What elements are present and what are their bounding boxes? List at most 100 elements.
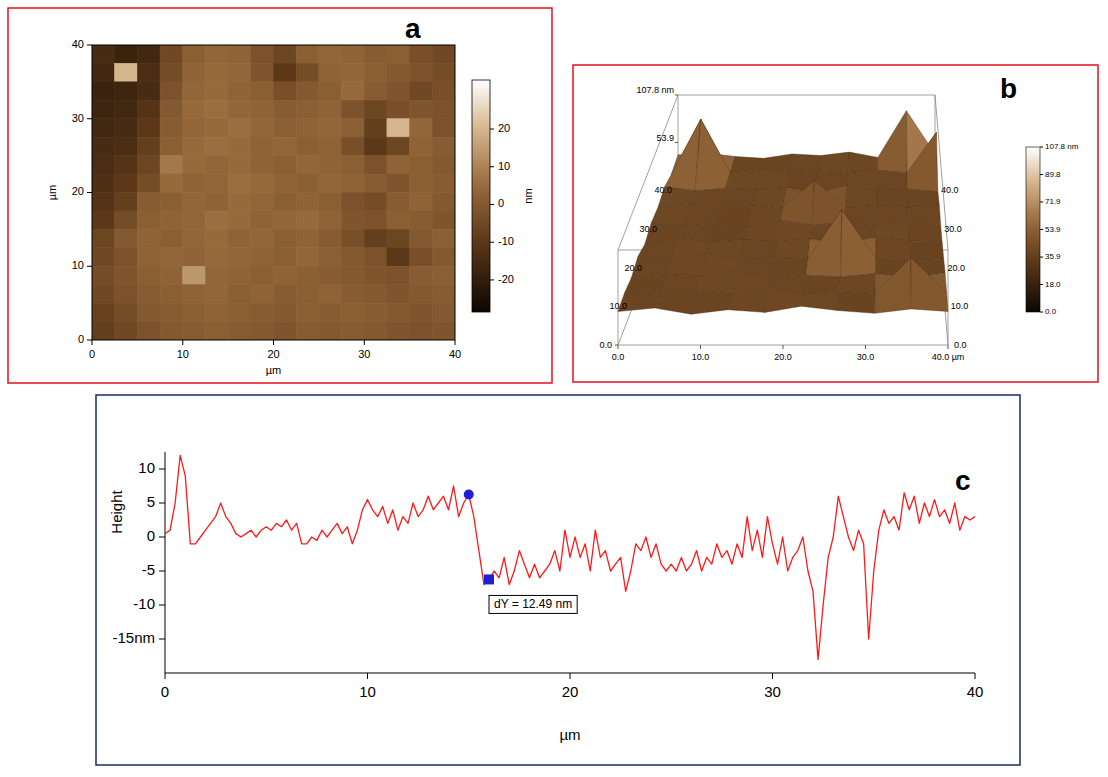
heatmap-cell (296, 266, 319, 284)
heatmap-cell (251, 303, 274, 321)
heatmap-cell (387, 174, 410, 192)
heatmap-cell (274, 137, 297, 155)
heatmap-cell (160, 211, 183, 229)
y-tick-label: 20 (72, 185, 84, 197)
x-tick-label: 10 (177, 348, 189, 360)
heatmap-cell (432, 266, 455, 284)
heatmap-cell (137, 303, 160, 321)
heatmap-cell (228, 248, 251, 266)
colorbar-tick-label: 89.8 (1045, 170, 1061, 179)
y-tick-label: 40.0 (654, 185, 672, 195)
heatmap-cell (432, 285, 455, 303)
y-tick (630, 306, 633, 307)
heatmap-cell (319, 137, 342, 155)
heatmap-cell (205, 137, 228, 155)
surface-patch (806, 210, 842, 278)
x-tick (570, 673, 571, 679)
surface-patch (651, 203, 689, 226)
heatmap-cell (387, 156, 410, 174)
heatmap-cell (387, 229, 410, 247)
heatmap-cell (205, 156, 228, 174)
heatmap-cell (319, 45, 342, 63)
y-tick (87, 266, 92, 267)
heatmap-cell (342, 303, 365, 321)
y-tick-label: 0.0 (599, 340, 612, 350)
heatmap-cell (319, 322, 342, 340)
surface-patch (819, 152, 850, 174)
heatmap-cell (364, 174, 387, 192)
y-tick (159, 503, 165, 504)
z-tick (675, 142, 678, 143)
y-tick-label: 20.0 (624, 263, 642, 273)
surface-patch (877, 189, 908, 208)
heatmap-cell (92, 82, 115, 100)
heatmap-cell (342, 322, 365, 340)
surface-patch (841, 210, 876, 278)
heatmap-cell (228, 137, 251, 155)
z-tick-label: 107.8 nm (636, 85, 674, 95)
heatmap-cell (115, 193, 138, 211)
y-tick-label: 20.0 (948, 263, 966, 273)
heatmap-cell (296, 322, 319, 340)
heatmap-cell (387, 119, 410, 137)
heatmap-cell (410, 285, 433, 303)
heatmap-cell (319, 266, 342, 284)
surface-patch (777, 220, 812, 242)
heatmap-cell (364, 137, 387, 155)
heatmap-cell (92, 63, 115, 81)
heatmap-cell (274, 266, 297, 284)
x-tick-label: 10 (359, 683, 376, 700)
heatmap-cell (319, 211, 342, 229)
heatmap-cell (387, 322, 410, 340)
colorbar-tick (490, 279, 494, 280)
y-tick (87, 192, 92, 193)
y-tick-label: 30.0 (944, 224, 962, 234)
y-tick (159, 571, 165, 572)
heatmap-cell (342, 174, 365, 192)
heatmap-cell (342, 193, 365, 211)
heatmap-cell (432, 100, 455, 118)
heatmap-cell (205, 303, 228, 321)
x-tick-label: 40.0 µm (932, 352, 965, 362)
heatmap-cell (296, 174, 319, 192)
heatmap-cell (137, 211, 160, 229)
heatmap-cell (183, 119, 206, 137)
heatmap-cell (319, 119, 342, 137)
x-tick-label: 20 (562, 683, 579, 700)
y-axis-line (165, 452, 166, 673)
y-tick-label: 40 (72, 38, 84, 50)
heatmap-cell (115, 119, 138, 137)
x-tick-label: 10.0 (692, 352, 710, 362)
surface-patch (716, 205, 752, 228)
surface-patch (911, 257, 948, 311)
panel-frame (96, 395, 1020, 765)
z-tick-label: 53.9 (656, 133, 674, 143)
colorbar (1026, 147, 1040, 312)
heatmap-cell (205, 193, 228, 211)
heatmap-cell (183, 229, 206, 247)
heatmap-cell (410, 211, 433, 229)
plot-frame (92, 45, 455, 340)
y-tick-label: 30.0 (639, 224, 657, 234)
heatmap-cell (251, 322, 274, 340)
heatmap-cell (205, 229, 228, 247)
y-tick (159, 639, 165, 640)
heatmap-cell (228, 82, 251, 100)
y-tick (159, 537, 165, 538)
heatmap-cell (387, 63, 410, 81)
surface-patch (655, 290, 697, 314)
heatmap-cell (342, 45, 365, 63)
y-tick-label: -15nm (112, 629, 155, 646)
heatmap-cell (205, 285, 228, 303)
heatmap-cell (115, 174, 138, 192)
y-tick (645, 267, 648, 268)
surface-patch (625, 274, 667, 296)
colorbar-tick (1040, 312, 1043, 313)
heatmap-cell (364, 285, 387, 303)
heatmap-cell (364, 82, 387, 100)
heatmap-cell (183, 285, 206, 303)
heatmap-cell (364, 266, 387, 284)
heatmap-cell (160, 229, 183, 247)
heatmap-cell (115, 137, 138, 155)
heatmap-cell (342, 137, 365, 155)
